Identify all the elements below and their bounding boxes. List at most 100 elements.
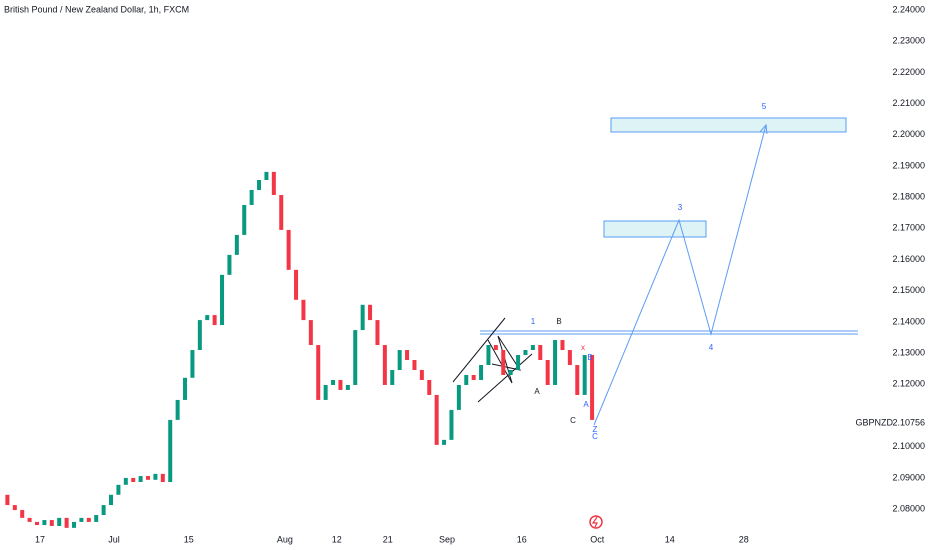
target-zone [603,220,707,238]
candle [575,365,580,395]
candle [64,517,69,528]
candle [405,350,410,361]
y-tick-label: 2.21000 [892,98,925,108]
x-tick-label: 14 [665,534,675,544]
x-tick-label: 21 [383,534,393,544]
candle [375,320,380,346]
candle [197,320,202,351]
event-icon[interactable] [589,515,603,529]
candle [545,360,550,385]
candle [116,484,121,495]
y-tick-label: 2.13000 [892,348,925,358]
y-tick-label: 2.12000 [892,379,925,389]
wave-label: C [570,416,576,425]
event-icon-bolt [591,516,598,528]
x-tick-label: Jul [108,534,120,544]
candle [35,521,40,526]
candle [279,194,284,230]
candle [456,384,461,410]
wave-label: 3 [678,203,683,212]
candle [234,234,239,255]
candle [382,345,387,385]
candle [257,180,262,190]
projection-path [593,124,767,426]
candle [530,345,535,351]
x-tick-label: 15 [184,534,194,544]
candle [442,439,447,445]
candle [72,521,77,528]
x-tick-label: Sep [439,534,455,544]
candle [464,374,469,385]
channel-line [452,317,506,383]
candle [316,345,321,400]
candle [220,274,225,326]
candle [516,355,521,370]
candle [434,394,439,445]
x-tick-label: 12 [332,534,342,544]
candle [175,399,180,420]
y-tick-label: 2.09000 [892,472,925,482]
wave-label: B [587,353,592,362]
y-tick-label: 2.08000 [892,504,925,514]
candle [560,340,565,351]
candle [501,350,506,375]
candle [427,379,432,395]
candle [49,520,54,526]
candle [168,419,173,482]
y-tick-label: 2.14000 [892,316,925,326]
y-tick-label: 2.19000 [892,160,925,170]
candle [264,171,269,181]
y-tick-label: 2.15000 [892,285,925,295]
x-tick-label: Aug [277,534,293,544]
x-tick-label: 28 [739,534,749,544]
target-zone [610,117,847,133]
candle [486,345,491,366]
candle [323,384,328,400]
candle [160,473,165,482]
arrow-head [759,123,768,135]
candle [397,350,402,370]
candle [205,315,210,321]
wave-label: x [581,343,585,352]
candles [5,171,595,528]
candle [138,476,143,482]
wave-label: A [583,400,589,409]
candle [249,189,254,205]
candle [567,350,572,366]
candle [242,204,247,235]
candle [338,379,343,390]
x-tick-label: Oct [590,534,605,544]
candle [212,315,217,326]
candle [146,476,151,480]
candle [27,517,32,522]
wave-label: C [592,432,598,441]
candle [57,517,62,526]
wave-label: 1 [531,317,536,326]
candle [553,340,558,385]
candle [12,505,17,511]
y-tick-label: 2.20000 [892,129,925,139]
candle [79,517,84,522]
candle [412,360,417,370]
candle [353,330,358,385]
candle [390,369,395,385]
wave-label: 5 [762,102,767,111]
candle [493,345,498,351]
candle [582,355,587,395]
candle [471,374,476,380]
x-tick-label: 16 [517,534,527,544]
y-tick-label: 2.22000 [892,67,925,77]
candle [183,377,188,400]
candle [94,515,99,522]
candle [590,355,595,420]
candle [101,505,106,516]
candle [508,369,513,375]
candle [449,409,454,440]
candle [523,350,528,356]
candle [131,477,136,482]
annotations: 1 B A C x B A Z C 3 4 5 [531,102,767,441]
chart-title: British Pound / New Zealand Dollar, 1h, … [4,4,189,14]
candle [479,365,484,380]
wave-label: A [534,387,540,396]
